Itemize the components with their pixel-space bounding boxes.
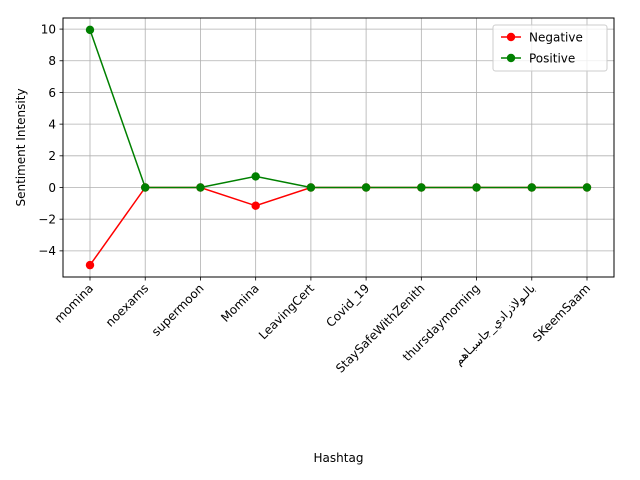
y-tick-label: −4: [38, 244, 56, 258]
y-tick-label: 0: [48, 181, 56, 195]
data-point-positive: [582, 183, 592, 192]
data-point-positive: [472, 183, 481, 192]
data-point-positive: [361, 183, 371, 192]
legend: Negative Positive: [492, 24, 608, 72]
data-point-positive: [141, 183, 150, 192]
data-point-positive: [417, 183, 426, 192]
data-point-positive: [85, 25, 95, 35]
data-point-negative: [251, 201, 260, 210]
y-ticks: −4 −2 0 2 4 6 8 10: [38, 22, 63, 258]
plot-frame: [62, 17, 615, 278]
data-point-positive: [196, 183, 205, 192]
legend-label-positive: Positive: [529, 51, 575, 65]
series-line-positive: [89, 29, 587, 189]
y-tick-label: 6: [48, 86, 56, 100]
data-point-negative: [85, 260, 95, 270]
x-axis-label: Hashtag: [314, 451, 364, 465]
series-lines: [89, 29, 587, 266]
legend-box: [492, 24, 608, 72]
series-points: [85, 25, 592, 270]
data-point-positive: [251, 172, 260, 181]
y-tick-label: −2: [38, 212, 56, 226]
y-axis-label: Sentiment Intensity: [14, 88, 28, 206]
y-tick-label: 10: [41, 22, 56, 36]
y-tick-label: 8: [48, 54, 56, 68]
data-point-positive: [306, 183, 316, 192]
legend-marker-positive: [506, 53, 516, 63]
legend-label-negative: Negative: [529, 30, 583, 44]
legend-marker-negative: [506, 32, 516, 42]
data-point-positive: [527, 183, 536, 192]
y-tick-label: 4: [48, 117, 56, 131]
y-tick-label: 2: [48, 149, 56, 163]
